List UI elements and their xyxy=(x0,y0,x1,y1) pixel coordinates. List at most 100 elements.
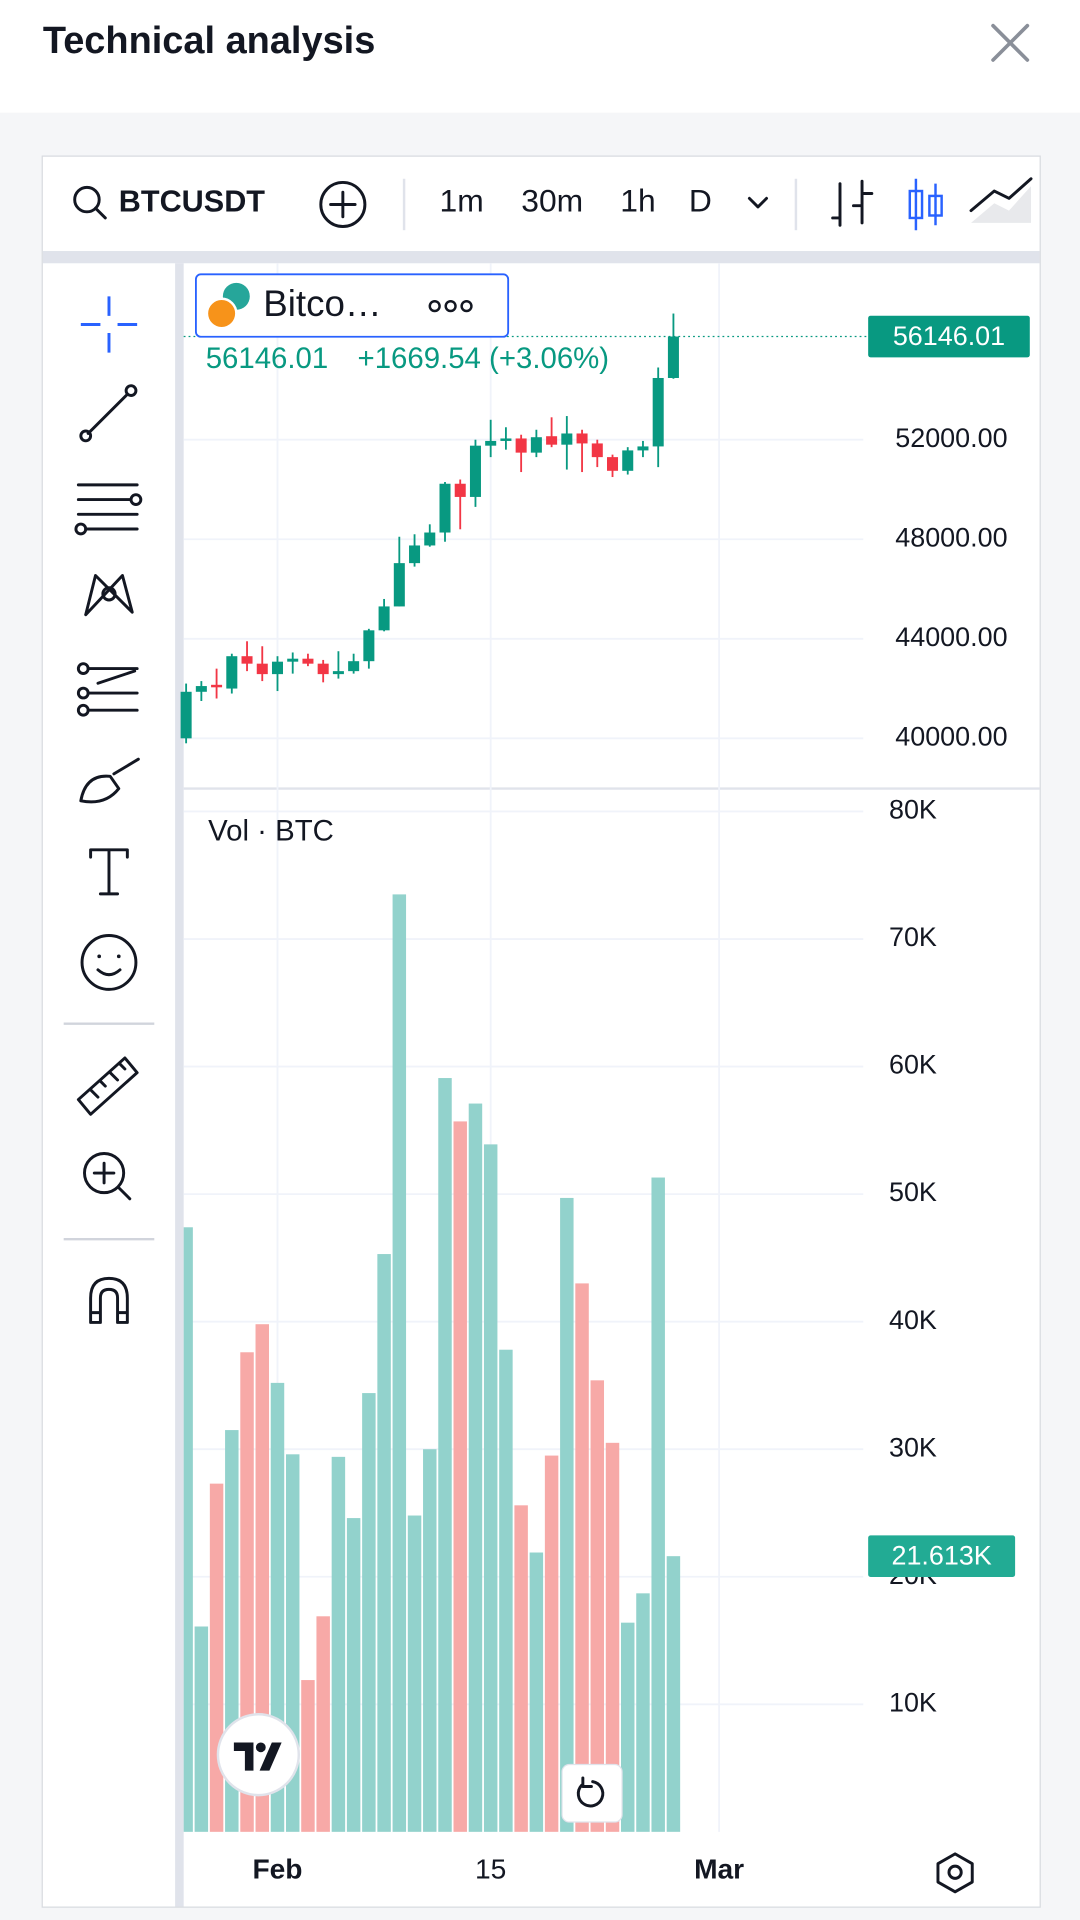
emoji-tool[interactable] xyxy=(80,934,138,991)
volume-bar xyxy=(331,1456,346,1832)
legend-close: 56146.01 xyxy=(206,342,329,375)
volume-bar xyxy=(438,1078,452,1832)
candle-body xyxy=(256,663,268,675)
volume-bar xyxy=(392,894,407,1832)
candle-body xyxy=(439,483,451,533)
y-tick-label: 48000.00 xyxy=(895,522,1007,552)
legend-box[interactable] xyxy=(195,273,510,338)
header-bar xyxy=(0,0,1080,113)
y-tick-label: 60K xyxy=(889,1050,937,1080)
volume-bar xyxy=(621,1622,635,1832)
volume-bar xyxy=(209,1483,224,1832)
legend-menu[interactable] xyxy=(428,300,473,313)
y-tick-label: 30K xyxy=(889,1432,937,1462)
volume-bar xyxy=(316,1616,330,1832)
volume-bar xyxy=(666,1556,681,1832)
volume-bar xyxy=(377,1254,391,1832)
candle-body xyxy=(561,433,573,445)
bars-style[interactable] xyxy=(831,179,874,227)
candle-body xyxy=(195,686,207,692)
interval-menu[interactable] xyxy=(747,196,768,209)
candle-body xyxy=(317,663,329,675)
zoom-tool[interactable] xyxy=(83,1152,132,1201)
candle-body xyxy=(332,671,344,675)
candle-body xyxy=(211,684,223,688)
volume-bar xyxy=(468,1103,483,1832)
interval[interactable]: D xyxy=(689,183,712,219)
volume-bar xyxy=(255,1324,269,1832)
candle-body xyxy=(576,433,588,444)
trend-line-tool[interactable] xyxy=(79,384,138,443)
crosshair-tool[interactable] xyxy=(80,296,138,353)
candle-body xyxy=(546,436,558,445)
volume-bar xyxy=(514,1505,528,1832)
candle-body xyxy=(348,661,360,672)
candle-body xyxy=(424,532,436,546)
y-tick-label: 80K xyxy=(889,795,937,825)
text-tool[interactable] xyxy=(89,848,129,896)
last-price-badge xyxy=(868,315,1030,358)
volume-bar xyxy=(407,1515,422,1832)
y-tick-label: 70K xyxy=(889,922,937,952)
candle-body xyxy=(454,483,466,497)
interval[interactable]: 30m xyxy=(521,183,583,219)
toolbar-divider xyxy=(42,251,1040,264)
volume-title: Vol · BTC xyxy=(208,814,334,847)
search-icon[interactable] xyxy=(73,185,107,220)
settings-button[interactable] xyxy=(936,1852,974,1894)
candle-body xyxy=(409,545,421,564)
last-price-label: 56146.01 xyxy=(893,321,1005,351)
candle-body xyxy=(180,691,192,739)
brush-tool[interactable] xyxy=(79,757,140,804)
volume-bar xyxy=(575,1283,589,1832)
candle-body xyxy=(667,336,679,378)
area-style[interactable] xyxy=(969,177,1033,223)
volume-bar xyxy=(194,1626,209,1832)
interval[interactable]: 1m xyxy=(440,183,484,219)
plot: Feb 15 Mar 40000.00 44000.00 48000.00 52000.00… xyxy=(180,263,1030,1884)
volume-bar xyxy=(636,1593,650,1832)
volume-bar xyxy=(651,1177,665,1832)
sidebar-divider xyxy=(175,263,184,1907)
volume-bar xyxy=(453,1121,467,1832)
volume-bar xyxy=(240,1352,254,1832)
candle-body xyxy=(607,457,619,471)
volume-bar xyxy=(605,1442,620,1832)
candle-body xyxy=(515,438,527,453)
y-tick-label: 50K xyxy=(889,1177,937,1207)
interval[interactable]: 1h xyxy=(620,183,655,219)
candle-body xyxy=(378,606,390,631)
ruler-tool[interactable] xyxy=(76,1056,139,1116)
candle-body xyxy=(485,440,497,446)
volume-bar xyxy=(560,1197,574,1832)
y-tick-label: 52000.00 xyxy=(895,423,1007,453)
legend-change: +1669.54 (+3.06%) xyxy=(358,342,610,375)
last-volume-label: 21.613K xyxy=(891,1541,991,1571)
magnet-tool[interactable] xyxy=(89,1276,129,1324)
fib-tool[interactable] xyxy=(74,483,143,536)
volume-bar xyxy=(483,1144,498,1832)
bitcoin-icon xyxy=(205,297,238,330)
candle-body xyxy=(226,656,238,689)
reset-button[interactable] xyxy=(561,1763,623,1823)
candle-body xyxy=(271,661,284,675)
candle-body xyxy=(302,658,314,664)
volume-bar xyxy=(529,1552,544,1832)
page-title: Technical analysis xyxy=(43,20,375,62)
symbol[interactable]: BTCUSDT xyxy=(119,184,266,218)
pattern-tool[interactable] xyxy=(84,574,134,617)
x-tick-label: Mar xyxy=(694,1853,744,1884)
candle-body xyxy=(637,446,649,451)
volume-bar xyxy=(590,1380,605,1832)
candle-body xyxy=(530,437,542,453)
candle-body xyxy=(287,658,299,662)
close-button[interactable] xyxy=(991,23,1030,62)
projection-tool[interactable] xyxy=(76,662,139,717)
last-volume-badge xyxy=(868,1535,1016,1577)
candles-style[interactable] xyxy=(908,178,943,231)
candle-body xyxy=(241,656,253,664)
x-tick-label: Feb xyxy=(252,1853,302,1884)
logo-button[interactable] xyxy=(216,1713,300,1797)
add-symbol[interactable] xyxy=(319,180,367,228)
